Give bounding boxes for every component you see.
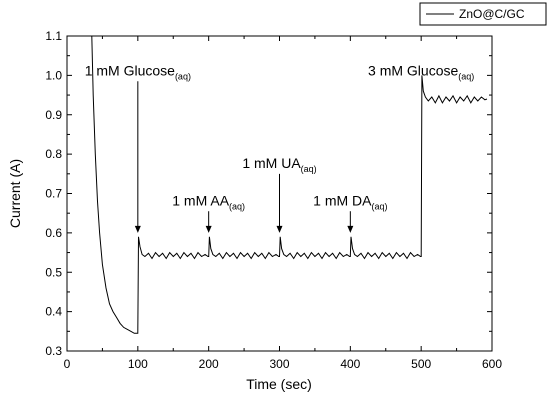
x-tick-label: 0	[64, 357, 71, 371]
y-tick-label: 0.9	[45, 108, 62, 122]
annotation-layer: 1 mM Glucose(aq) 1 mM AA(aq) 1 mM UA(aq) 1 …	[85, 62, 474, 233]
legend: ZnO@C/GC	[419, 2, 547, 26]
x-tick-label: 100	[128, 357, 148, 371]
x-axis: 0 100 200 300 400 500 600	[64, 36, 502, 371]
y-tick-label: 1.0	[45, 68, 62, 82]
legend-label: ZnO@C/GC	[459, 7, 525, 21]
x-tick-label: 200	[199, 357, 219, 371]
x-tick-label: 600	[482, 357, 502, 371]
y-tick-label: 0.6	[45, 226, 62, 240]
y-tick-label: 0.7	[45, 187, 62, 201]
y-tick-label: 0.3	[45, 344, 62, 358]
annotation-arrow-head	[205, 225, 212, 233]
annotation-label: 1 mM DA(aq)	[313, 192, 387, 211]
annotation-label: 1 mM UA(aq)	[242, 155, 316, 174]
y-tick-label: 0.4	[45, 305, 62, 319]
annotation-arrow-head	[134, 225, 141, 233]
y-tick-label: 1.1	[45, 29, 62, 43]
series-layer	[91, 35, 488, 334]
annotation-label: 1 mM AA(aq)	[172, 192, 245, 211]
annotation-arrow-head	[276, 225, 283, 233]
annotation-label: 3 mM Glucose(aq)	[368, 62, 474, 81]
y-axis: 0.3 0.4 0.5 0.6 0.7 0.8 0.9 1.0 1.1	[45, 29, 492, 358]
x-tick-label: 400	[340, 357, 360, 371]
legend-box	[419, 2, 547, 26]
y-axis-title: Current (A)	[7, 159, 23, 228]
series-line	[91, 35, 488, 334]
y-tick-label: 0.5	[45, 265, 62, 279]
x-tick-label: 500	[411, 357, 431, 371]
x-axis-title: Time (sec)	[246, 376, 312, 392]
annotation-arrow-head	[347, 225, 354, 233]
y-tick-label: 0.8	[45, 147, 62, 161]
annotation-label: 1 mM Glucose(aq)	[85, 62, 191, 81]
x-tick-label: 300	[269, 357, 289, 371]
